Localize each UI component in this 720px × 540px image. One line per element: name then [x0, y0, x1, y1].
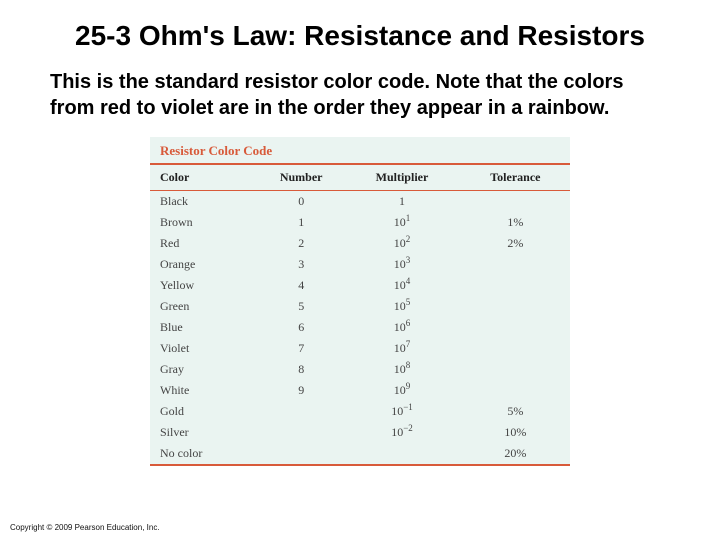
cell-tolerance: 20%	[461, 443, 570, 465]
table-caption: Resistor Color Code	[150, 137, 570, 163]
resistor-color-table: Color Number Multiplier Tolerance Black0…	[150, 163, 570, 466]
cell-tolerance	[461, 191, 570, 213]
cell-tolerance	[461, 254, 570, 275]
copyright-text: Copyright © 2009 Pearson Education, Inc.	[10, 523, 160, 532]
cell-tolerance	[461, 338, 570, 359]
cell-multiplier: 109	[343, 380, 461, 401]
cell-multiplier: 1	[343, 191, 461, 213]
table-row: Red21022%	[150, 233, 570, 254]
cell-color: Yellow	[150, 275, 259, 296]
cell-color: Red	[150, 233, 259, 254]
cell-multiplier: 104	[343, 275, 461, 296]
table-row: Yellow4104	[150, 275, 570, 296]
table-row: Black01	[150, 191, 570, 213]
col-header-tolerance: Tolerance	[461, 164, 570, 191]
cell-tolerance: 10%	[461, 422, 570, 443]
cell-number: 1	[259, 212, 343, 233]
cell-multiplier: 107	[343, 338, 461, 359]
cell-number: 8	[259, 359, 343, 380]
cell-tolerance	[461, 275, 570, 296]
table-row: No color 20%	[150, 443, 570, 465]
resistor-table-container: Resistor Color Code Color Number Multipl…	[150, 137, 570, 466]
cell-tolerance: 1%	[461, 212, 570, 233]
cell-multiplier	[343, 443, 461, 465]
cell-multiplier: 105	[343, 296, 461, 317]
cell-multiplier: 10−2	[343, 422, 461, 443]
table-header-row: Color Number Multiplier Tolerance	[150, 164, 570, 191]
cell-color: Gold	[150, 401, 259, 422]
table-row: Gold 10−15%	[150, 401, 570, 422]
table-row: Orange3103	[150, 254, 570, 275]
table-row: White9109	[150, 380, 570, 401]
col-header-multiplier: Multiplier	[343, 164, 461, 191]
cell-number: 6	[259, 317, 343, 338]
table-row: Green5105	[150, 296, 570, 317]
cell-number	[259, 422, 343, 443]
table-row: Brown11011%	[150, 212, 570, 233]
cell-number: 5	[259, 296, 343, 317]
cell-multiplier: 10−1	[343, 401, 461, 422]
cell-number: 2	[259, 233, 343, 254]
slide-title: 25-3 Ohm's Law: Resistance and Resistors	[0, 0, 720, 63]
cell-tolerance: 2%	[461, 233, 570, 254]
cell-number	[259, 401, 343, 422]
table-row: Blue6106	[150, 317, 570, 338]
cell-color: White	[150, 380, 259, 401]
cell-number: 3	[259, 254, 343, 275]
col-header-color: Color	[150, 164, 259, 191]
cell-color: Green	[150, 296, 259, 317]
cell-color: Brown	[150, 212, 259, 233]
table-row: Violet7107	[150, 338, 570, 359]
cell-multiplier: 106	[343, 317, 461, 338]
cell-multiplier: 103	[343, 254, 461, 275]
table-row: Silver 10−210%	[150, 422, 570, 443]
cell-color: Black	[150, 191, 259, 213]
cell-tolerance	[461, 359, 570, 380]
cell-number: 4	[259, 275, 343, 296]
cell-color: Gray	[150, 359, 259, 380]
cell-color: Silver	[150, 422, 259, 443]
cell-color: Blue	[150, 317, 259, 338]
cell-tolerance	[461, 317, 570, 338]
cell-color: Violet	[150, 338, 259, 359]
cell-number: 9	[259, 380, 343, 401]
body-text: This is the standard resistor color code…	[0, 63, 720, 133]
cell-color: No color	[150, 443, 259, 465]
col-header-number: Number	[259, 164, 343, 191]
cell-number	[259, 443, 343, 465]
cell-multiplier: 102	[343, 233, 461, 254]
cell-color: Orange	[150, 254, 259, 275]
cell-number: 0	[259, 191, 343, 213]
table-row: Gray8108	[150, 359, 570, 380]
cell-multiplier: 108	[343, 359, 461, 380]
cell-tolerance	[461, 296, 570, 317]
cell-tolerance: 5%	[461, 401, 570, 422]
cell-number: 7	[259, 338, 343, 359]
cell-multiplier: 101	[343, 212, 461, 233]
cell-tolerance	[461, 380, 570, 401]
